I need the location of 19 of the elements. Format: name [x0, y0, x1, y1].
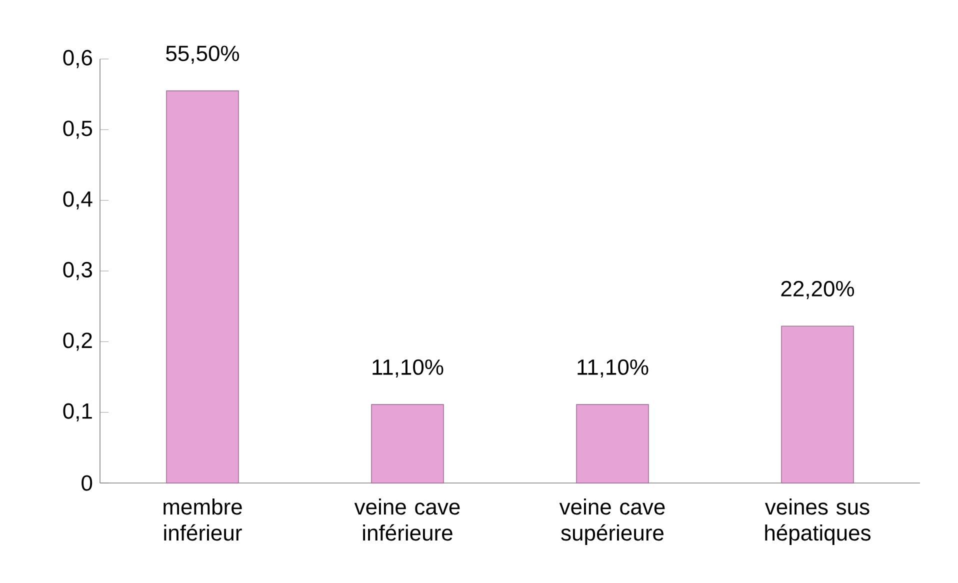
data-label: 55,50%: [166, 46, 240, 64]
data-label: 11,10%: [372, 359, 444, 378]
y-tick-label: 0: [82, 475, 92, 491]
y-tick-label: 0,4: [63, 191, 92, 210]
bar: [781, 326, 854, 484]
y-tick-label: 0,5: [63, 120, 92, 139]
y-tick-label: 0,1: [63, 403, 92, 422]
x-tick-label: veine cave inférieure: [354, 498, 460, 541]
bar: [371, 404, 444, 484]
bar: [166, 90, 239, 484]
x-tick-label: veine cave supérieure: [559, 498, 665, 546]
y-tick-label: 0,3: [63, 262, 92, 280]
x-tick-label: membre inférieur: [164, 498, 242, 541]
x-tick-label: veines sus hépatiques: [764, 498, 871, 546]
y-tick-label: 0,2: [63, 332, 92, 351]
data-label: 11,10%: [578, 359, 648, 378]
bar: [576, 404, 649, 484]
y-tick-label: 0,6: [63, 50, 92, 68]
data-label: 22,20%: [781, 280, 854, 300]
